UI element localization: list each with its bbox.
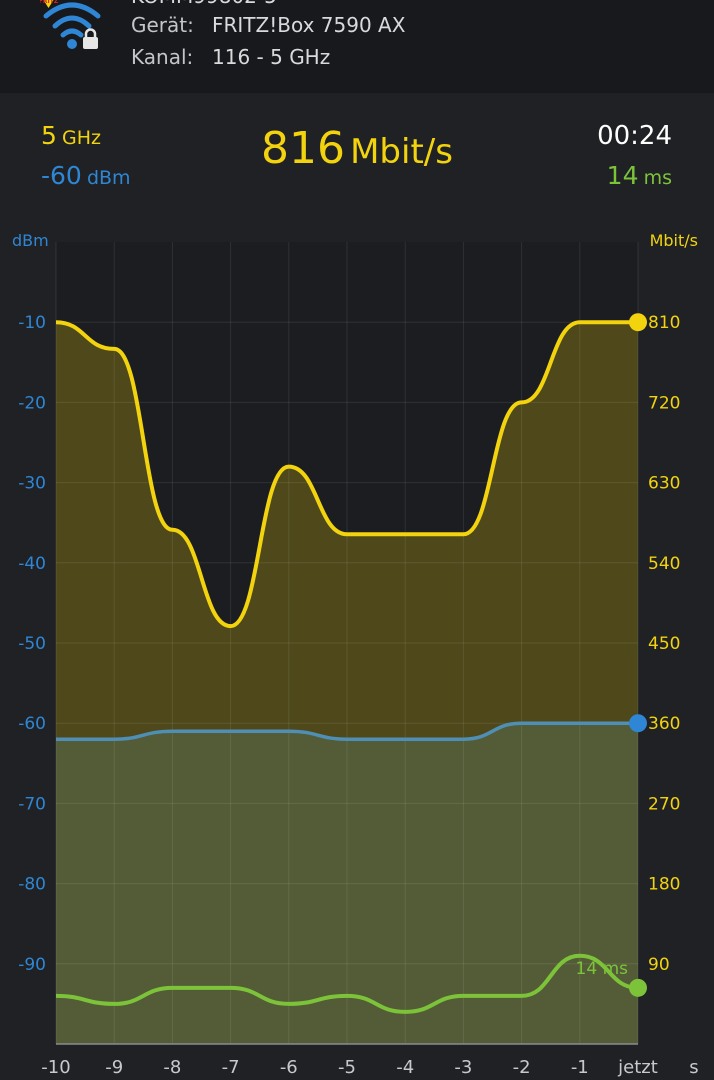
x-tick-label: -4 <box>396 1057 414 1078</box>
x-tick-label: -1 <box>571 1057 589 1078</box>
band-value: 5 <box>41 121 57 150</box>
x-tick-label: jetzt <box>617 1057 658 1078</box>
speed-line <box>55 320 638 629</box>
left-tick-label: -30 <box>18 474 46 494</box>
signal-point <box>629 714 647 733</box>
speed-point <box>629 313 647 332</box>
right-tick-label: 270 <box>648 794 680 814</box>
speed-area <box>56 322 638 1044</box>
latency-value: 14 <box>606 161 639 190</box>
right-tick-label: 180 <box>648 875 680 895</box>
signal-value: -60 <box>41 161 82 190</box>
channel-row: Kanal: 116 - 5 GHz <box>131 45 330 69</box>
device-label: Gerät: <box>131 13 194 37</box>
latency-unit: ms <box>643 167 672 189</box>
left-tick-label: -80 <box>18 875 46 895</box>
right-tick-label: 90 <box>648 955 670 975</box>
left-tick-label: -10 <box>18 313 46 333</box>
signal-readout: -60 dBm <box>41 161 131 190</box>
left-tick-label: -60 <box>18 714 46 734</box>
channel-value: 116 - 5 GHz <box>212 45 331 69</box>
signal-unit: dBm <box>86 167 131 189</box>
speed-unit: Mbit/s <box>350 132 453 172</box>
device-header: FRITZ KOMM99802-5 Gerät: FRITZ!Box 7590 A… <box>0 0 714 93</box>
plot-area <box>56 242 638 1044</box>
speed-readout: 816 Mbit/s <box>0 123 714 174</box>
right-tick-label: 810 <box>648 313 680 333</box>
latency-readout: 14 ms <box>607 161 672 190</box>
x-tick-label: -8 <box>163 1057 181 1078</box>
right-tick-label: 630 <box>648 474 680 494</box>
x-axis-unit-label: s <box>689 1057 698 1078</box>
right-tick-label: 450 <box>648 634 680 654</box>
left-tick-label: -90 <box>18 955 46 975</box>
x-tick-label: -3 <box>454 1057 472 1078</box>
left-tick-label: -40 <box>18 554 46 574</box>
left-tick-label: -70 <box>18 794 46 814</box>
device-value: FRITZ!Box 7590 AX <box>212 13 406 37</box>
device-row: Gerät: FRITZ!Box 7590 AX <box>131 13 405 37</box>
band-readout: 5 GHz <box>41 121 101 150</box>
left-tick-label: -20 <box>18 393 46 413</box>
latency-point <box>629 978 647 997</box>
latency-line <box>55 953 639 1014</box>
x-tick-label: -7 <box>222 1057 240 1078</box>
network-name: KOMM99802-5 <box>131 0 277 8</box>
live-stats-panel: 5 GHz -60 dBm 816 Mbit/s 00:24 14 ms <box>0 93 714 203</box>
speed-value: 816 <box>261 123 345 174</box>
elapsed-time: 00:24 <box>597 121 672 151</box>
x-tick-label: -10 <box>41 1057 70 1078</box>
wifi-lock-icon: FRITZ <box>40 0 101 49</box>
left-axis-label: dBm <box>12 231 49 250</box>
measurement-chart: 14 ms -10 -20 -30 -40 -50 -60 -70 -80 -90 810 720 63… <box>12 231 699 1078</box>
right-axis-label: Mbit/s <box>650 231 698 250</box>
channel-label: Kanal: <box>131 45 194 69</box>
signal-area <box>56 723 638 1044</box>
x-tick-label: -9 <box>105 1057 123 1078</box>
right-tick-label: 540 <box>648 554 680 574</box>
x-tick-label: -2 <box>513 1057 531 1078</box>
x-tick-label: -5 <box>338 1057 356 1078</box>
right-tick-label: 360 <box>648 714 680 734</box>
latency-end-label: 14 ms <box>576 959 629 979</box>
band-unit: GHz <box>62 127 101 149</box>
svg-text:FRITZ: FRITZ <box>40 0 59 5</box>
signal-line <box>56 721 638 741</box>
x-tick-label: -6 <box>280 1057 298 1078</box>
right-tick-label: 720 <box>648 393 680 413</box>
left-tick-label: -50 <box>18 634 46 654</box>
